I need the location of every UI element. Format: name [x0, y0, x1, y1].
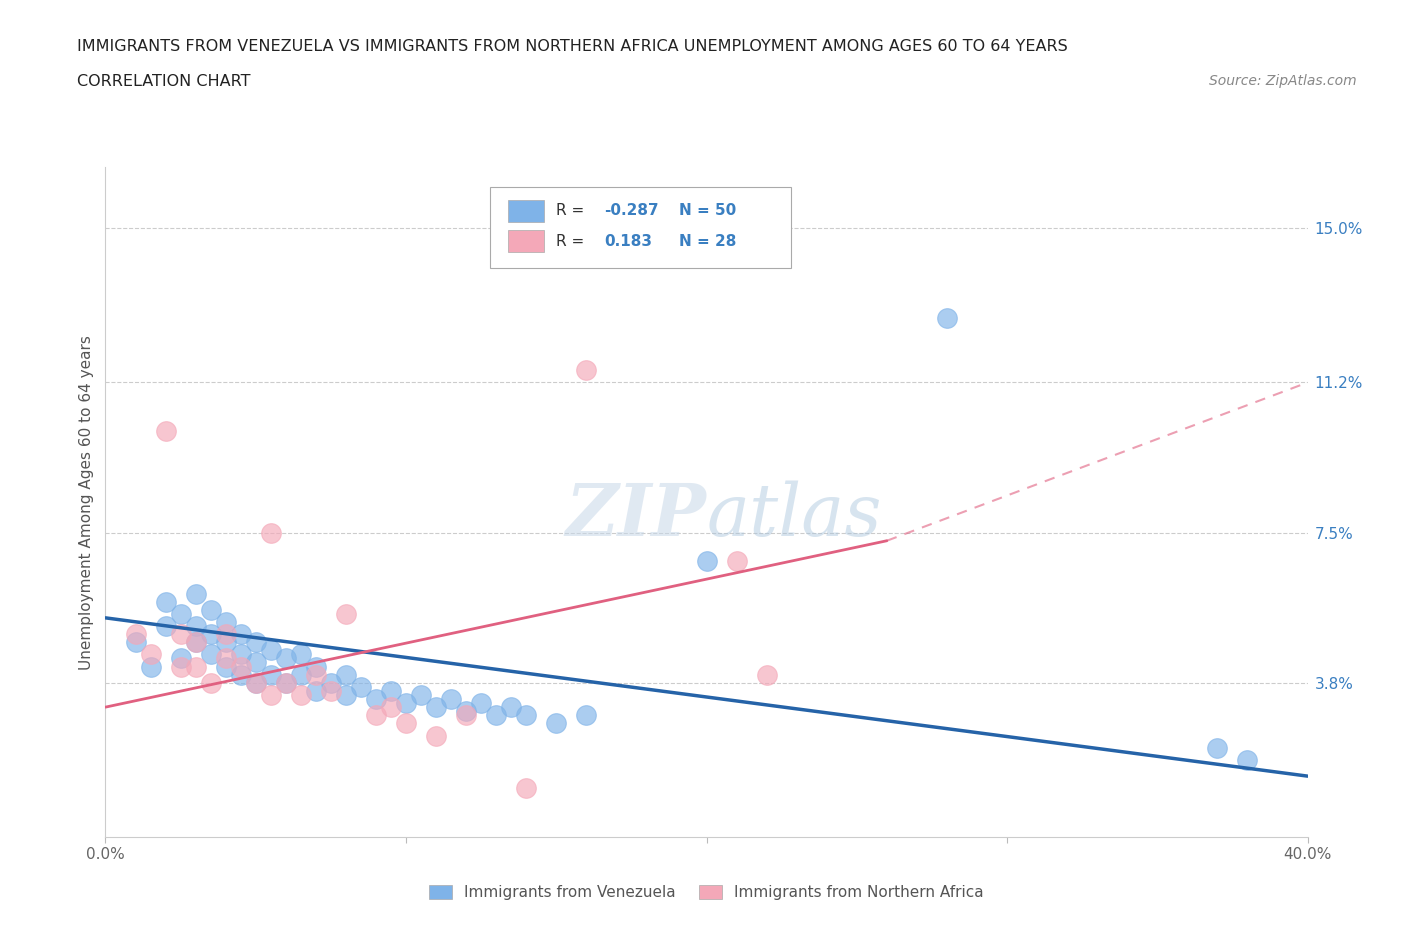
Point: [139, 647, 162, 662]
Point: [169, 659, 191, 674]
Point: [515, 781, 537, 796]
Point: [350, 680, 373, 695]
FancyBboxPatch shape: [508, 200, 544, 222]
Point: [380, 699, 402, 714]
Point: [305, 684, 328, 698]
Point: [501, 699, 523, 714]
Point: [200, 647, 222, 662]
Point: [214, 651, 236, 666]
Point: [409, 687, 432, 702]
Point: [184, 635, 207, 650]
Point: [155, 424, 177, 439]
Text: N = 50: N = 50: [679, 204, 737, 219]
Text: atlas: atlas: [707, 480, 882, 551]
Text: Source: ZipAtlas.com: Source: ZipAtlas.com: [1209, 74, 1357, 88]
Text: 0.183: 0.183: [605, 233, 652, 248]
Point: [319, 675, 342, 690]
Point: [200, 627, 222, 642]
Point: [470, 696, 492, 711]
Point: [169, 606, 191, 621]
Point: [575, 363, 598, 378]
Point: [274, 651, 297, 666]
Point: [245, 635, 267, 650]
Point: [425, 728, 447, 743]
Point: [1206, 740, 1229, 755]
Point: [485, 708, 508, 723]
Point: [124, 635, 146, 650]
Point: [936, 310, 959, 325]
Point: [274, 675, 297, 690]
FancyBboxPatch shape: [508, 231, 544, 252]
Point: [155, 618, 177, 633]
FancyBboxPatch shape: [491, 188, 790, 268]
Point: [274, 675, 297, 690]
Point: [364, 692, 387, 707]
Text: CORRELATION CHART: CORRELATION CHART: [77, 74, 250, 89]
Point: [155, 594, 177, 609]
Point: [454, 708, 477, 723]
Point: [575, 708, 598, 723]
Point: [335, 667, 357, 682]
Text: ZIP: ZIP: [565, 480, 707, 551]
Point: [515, 708, 537, 723]
Text: R =: R =: [557, 204, 589, 219]
Text: N = 28: N = 28: [679, 233, 737, 248]
Point: [229, 647, 252, 662]
Point: [200, 675, 222, 690]
Point: [395, 716, 418, 731]
Point: [184, 586, 207, 601]
Point: [290, 687, 312, 702]
Point: [245, 675, 267, 690]
Point: [1236, 752, 1258, 767]
Text: R =: R =: [557, 233, 589, 248]
Point: [260, 525, 283, 540]
Point: [184, 618, 207, 633]
Point: [260, 643, 283, 658]
Text: IMMIGRANTS FROM VENEZUELA VS IMMIGRANTS FROM NORTHERN AFRICA UNEMPLOYMENT AMONG : IMMIGRANTS FROM VENEZUELA VS IMMIGRANTS …: [77, 39, 1069, 54]
Point: [229, 627, 252, 642]
Point: [169, 627, 191, 642]
Point: [184, 659, 207, 674]
Point: [305, 659, 328, 674]
Point: [725, 553, 748, 568]
Point: [214, 615, 236, 630]
Legend: Immigrants from Venezuela, Immigrants from Northern Africa: Immigrants from Venezuela, Immigrants fr…: [423, 879, 990, 907]
Point: [305, 667, 328, 682]
Point: [380, 684, 402, 698]
Point: [335, 687, 357, 702]
Point: [245, 675, 267, 690]
Y-axis label: Unemployment Among Ages 60 to 64 years: Unemployment Among Ages 60 to 64 years: [79, 335, 94, 670]
Point: [364, 708, 387, 723]
Point: [335, 606, 357, 621]
Point: [260, 687, 283, 702]
Point: [229, 659, 252, 674]
Point: [290, 647, 312, 662]
Point: [184, 635, 207, 650]
Point: [214, 635, 236, 650]
Point: [755, 667, 778, 682]
Point: [546, 716, 568, 731]
Point: [139, 659, 162, 674]
Point: [200, 603, 222, 618]
Text: -0.287: -0.287: [605, 204, 659, 219]
Point: [169, 651, 191, 666]
Point: [124, 627, 146, 642]
Point: [260, 667, 283, 682]
Point: [696, 553, 718, 568]
Point: [245, 655, 267, 670]
Point: [214, 659, 236, 674]
Point: [454, 704, 477, 719]
Point: [214, 627, 236, 642]
Point: [395, 696, 418, 711]
Point: [319, 684, 342, 698]
Point: [440, 692, 463, 707]
Point: [425, 699, 447, 714]
Point: [229, 667, 252, 682]
Point: [290, 667, 312, 682]
